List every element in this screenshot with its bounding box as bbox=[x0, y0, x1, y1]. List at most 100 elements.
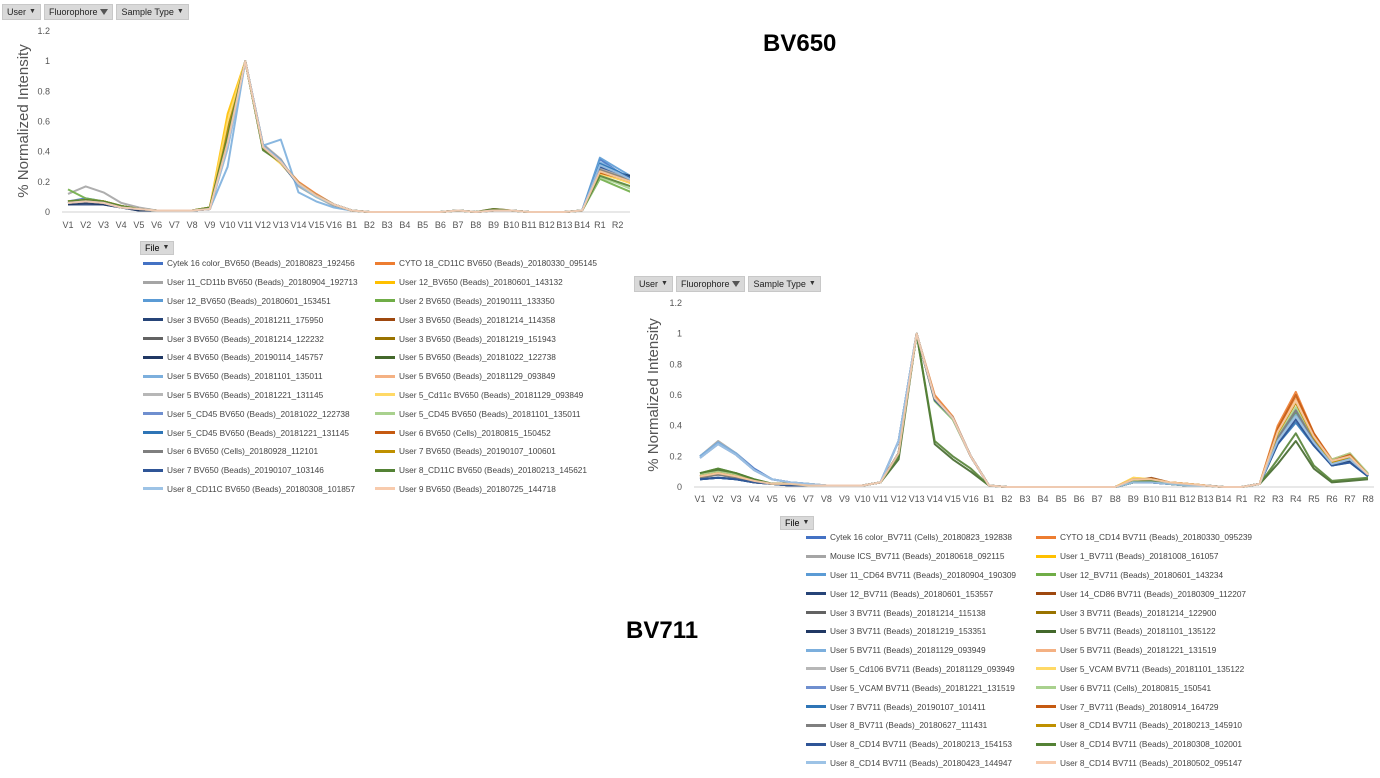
legend-swatch bbox=[1036, 686, 1056, 690]
legend-label: User 7 BV711 (Beads)_20190107_101411 bbox=[830, 701, 986, 712]
y-tick-label: 0.6 bbox=[37, 117, 50, 127]
x-tick-label: V5 bbox=[133, 220, 144, 230]
legend-item: User 5_CD45 BV650 (Beads)_20181221_13114… bbox=[143, 423, 375, 442]
x-tick-label: V13 bbox=[909, 494, 925, 504]
legend-item: User 8_CD11C BV650 (Beads)_20180308_1018… bbox=[143, 480, 375, 499]
legend-label: CYTO 18_CD14 BV711 (Beads)_20180330_0952… bbox=[1060, 532, 1253, 543]
x-tick-label: B5 bbox=[1056, 494, 1067, 504]
legend-swatch bbox=[806, 573, 826, 577]
sample-type-filter-button[interactable]: Sample Type ▼ bbox=[748, 276, 821, 292]
legend-swatch bbox=[1036, 611, 1056, 615]
sample-type-filter-button[interactable]: Sample Type ▼ bbox=[116, 4, 189, 20]
legend-label: User 7 BV650 (Beads)_20190107_100601 bbox=[399, 446, 556, 457]
legend-swatch bbox=[375, 280, 395, 284]
legend-swatch bbox=[806, 629, 826, 633]
legend-item: Cytek 16 color_BV650 (Beads)_20180823_19… bbox=[143, 254, 375, 273]
x-tick-label: B9 bbox=[1128, 494, 1139, 504]
legend-swatch bbox=[143, 280, 163, 284]
legend-swatch bbox=[143, 337, 163, 341]
x-tick-label: R3 bbox=[1272, 494, 1284, 504]
legend-item: User 8_BV711 (Beads)_20180627_111431 bbox=[806, 716, 1036, 735]
legend-item: User 5_VCAM BV711 (Beads)_20181221_13151… bbox=[806, 678, 1036, 697]
legend-label: User 7_BV711 (Beads)_20180914_164729 bbox=[1060, 701, 1219, 712]
x-tick-label: B4 bbox=[1038, 494, 1049, 504]
legend-item: User 12_BV650 (Beads)_20180601_153451 bbox=[143, 292, 375, 311]
legend-label: User 6 BV711 (Cells)_20180815_150541 bbox=[1060, 682, 1212, 693]
x-tick-label: V13 bbox=[273, 220, 289, 230]
legend-label: User 11_CD64 BV711 (Beads)_20180904_1903… bbox=[830, 569, 1017, 580]
bv711-chart-title: BV711 bbox=[626, 617, 699, 644]
legend-label: User 8_CD14 BV711 (Beads)_20180502_09514… bbox=[1060, 757, 1243, 768]
legend-label: Mouse ICS_BV711 (Beads)_20180618_092115 bbox=[830, 551, 1005, 562]
legend-item: User 8_CD11C BV650 (Beads)_20180213_1456… bbox=[375, 461, 625, 480]
dropdown-arrow-icon: ▼ bbox=[802, 519, 810, 526]
legend-swatch bbox=[806, 554, 826, 558]
x-tick-label: B14 bbox=[574, 220, 590, 230]
legend-item: User 4 BV650 (Beads)_20190114_145757 bbox=[143, 348, 375, 367]
legend-label: User 5 BV711 (Beads)_20181221_131519 bbox=[1060, 645, 1217, 656]
legend-item: User 2 BV650 (Beads)_20190111_133350 bbox=[375, 292, 625, 311]
legend-swatch bbox=[806, 667, 826, 671]
user-filter-button[interactable]: User ▼ bbox=[634, 276, 673, 292]
series-line bbox=[67, 60, 630, 213]
file-filter-label: File bbox=[785, 518, 800, 528]
x-tick-label: V9 bbox=[839, 494, 850, 504]
legend-swatch bbox=[1036, 535, 1056, 539]
y-tick-label: 1.2 bbox=[669, 298, 682, 308]
series-line bbox=[67, 60, 630, 213]
legend-item: User 11_CD11b BV650 (Beads)_20180904_192… bbox=[143, 273, 375, 292]
x-tick-label: V1 bbox=[62, 220, 73, 230]
legend-swatch bbox=[1036, 554, 1056, 558]
legend-swatch bbox=[375, 337, 395, 341]
fluorophore-filter-button[interactable]: Fluorophore bbox=[43, 4, 114, 20]
x-tick-label: B2 bbox=[1001, 494, 1012, 504]
legend-label: User 5_Cd11c BV650 (Beads)_20181129_0938… bbox=[399, 389, 584, 400]
legend-item: User 11_CD64 BV711 (Beads)_20180904_1903… bbox=[806, 566, 1036, 585]
x-tick-label: B7 bbox=[453, 220, 464, 230]
dropdown-arrow-icon: ▼ bbox=[661, 280, 668, 287]
y-tick-label: 0.2 bbox=[37, 177, 50, 187]
legend-swatch bbox=[375, 299, 395, 303]
legend-swatch bbox=[806, 723, 826, 727]
legend-item: User 5_CD45 BV650 (Beads)_20181022_12273… bbox=[143, 404, 375, 423]
x-tick-label: B1 bbox=[346, 220, 357, 230]
legend-swatch bbox=[375, 393, 395, 397]
legend-swatch bbox=[1036, 705, 1056, 709]
legend-swatch bbox=[1036, 573, 1056, 577]
series-line bbox=[67, 60, 630, 213]
x-tick-label: B13 bbox=[556, 220, 572, 230]
series-line bbox=[67, 60, 630, 213]
legend-item: User 5_Cd106 BV711 (Beads)_20181129_0939… bbox=[806, 660, 1036, 679]
legend-item: User 3 BV711 (Beads)_20181219_153351 bbox=[806, 622, 1036, 641]
legend-swatch bbox=[375, 374, 395, 378]
legend-label: User 3 BV711 (Beads)_20181214_122900 bbox=[1060, 607, 1217, 618]
fluorophore-filter-button[interactable]: Fluorophore bbox=[675, 276, 746, 292]
bv650-legend: Cytek 16 color_BV650 (Beads)_20180823_19… bbox=[143, 254, 625, 498]
legend-swatch bbox=[1036, 667, 1056, 671]
x-tick-label: V6 bbox=[785, 494, 796, 504]
y-axis-label: % Normalized Intensity bbox=[645, 318, 662, 472]
legend-swatch bbox=[1036, 742, 1056, 746]
sample-type-filter-label: Sample Type bbox=[753, 279, 806, 289]
legend-swatch bbox=[143, 431, 163, 435]
legend-swatch bbox=[375, 468, 395, 472]
legend-item: User 7 BV650 (Beads)_20190107_100601 bbox=[375, 442, 625, 461]
legend-label: User 5 BV650 (Beads)_20181221_131145 bbox=[167, 389, 324, 400]
legend-item: User 3 BV650 (Beads)_20181211_175950 bbox=[143, 310, 375, 329]
legend-label: User 3 BV650 (Beads)_20181219_151943 bbox=[399, 333, 556, 344]
x-tick-label: V4 bbox=[749, 494, 760, 504]
x-tick-label: B3 bbox=[382, 220, 393, 230]
x-tick-label: V15 bbox=[308, 220, 324, 230]
user-filter-button[interactable]: User ▼ bbox=[2, 4, 41, 20]
legend-label: User 5 BV711 (Beads)_20181129_093949 bbox=[830, 645, 986, 656]
legend-item: User 8_CD14 BV711 (Beads)_20180213_15415… bbox=[806, 735, 1036, 754]
x-tick-label: V6 bbox=[151, 220, 162, 230]
x-tick-label: V8 bbox=[187, 220, 198, 230]
legend-label: User 12_BV650 (Beads)_20180601_143132 bbox=[399, 277, 563, 288]
x-tick-label: V15 bbox=[945, 494, 961, 504]
series-line bbox=[67, 60, 630, 213]
file-filter-button[interactable]: File ▼ bbox=[140, 241, 175, 255]
file-filter-button[interactable]: File ▼ bbox=[780, 516, 815, 530]
legend-swatch bbox=[806, 592, 826, 596]
legend-item: User 5 BV711 (Beads)_20181221_131519 bbox=[1036, 641, 1276, 660]
